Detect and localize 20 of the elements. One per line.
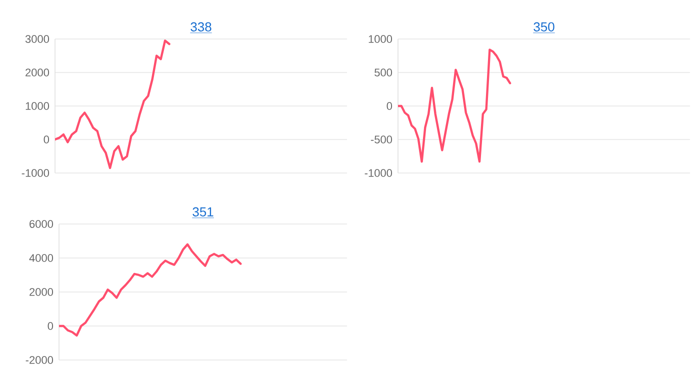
- y-tick-label: 1000: [368, 35, 392, 43]
- chart-title: 338: [190, 22, 212, 32]
- y-tick-label: 3000: [25, 35, 50, 43]
- y-tick-label: -1000: [364, 169, 392, 177]
- line-series: [55, 40, 170, 170]
- chart-title: 351: [192, 207, 214, 216]
- chart-title: 350: [534, 22, 554, 32]
- y-tick-label: -1000: [22, 169, 50, 177]
- y-tick-label: 4000: [29, 254, 54, 262]
- line-series: [398, 48, 512, 163]
- y-tick-label: 0: [48, 322, 54, 330]
- y-tick-label: 0: [44, 136, 50, 144]
- y-tick-label: 0: [386, 102, 392, 110]
- y-tick-label: 500: [374, 68, 392, 76]
- y-tick-label: -500: [370, 136, 392, 144]
- y-tick-label: -2000: [26, 356, 54, 364]
- y-tick-label: 2000: [26, 68, 50, 76]
- y-tick-label: 2000: [30, 288, 54, 296]
- y-tick-label: 1000: [26, 102, 50, 110]
- y-tick-label: 6000: [30, 220, 54, 228]
